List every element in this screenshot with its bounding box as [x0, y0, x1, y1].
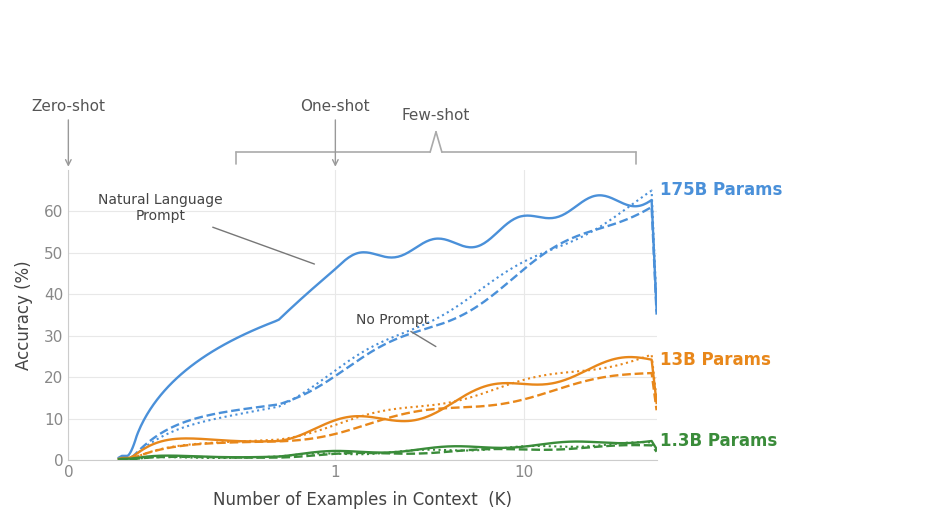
- Text: Zero-shot: Zero-shot: [31, 100, 105, 165]
- Text: 1.3B Params: 1.3B Params: [660, 432, 777, 450]
- Text: One-shot: One-shot: [300, 100, 370, 165]
- Text: Natural Language
Prompt: Natural Language Prompt: [99, 193, 314, 264]
- X-axis label: Number of Examples in Context  (K): Number of Examples in Context (K): [213, 491, 512, 509]
- Y-axis label: Accuracy (%): Accuracy (%): [15, 260, 33, 369]
- Text: Few-shot: Few-shot: [402, 108, 470, 123]
- Text: 13B Params: 13B Params: [660, 352, 770, 369]
- Text: No Prompt: No Prompt: [355, 313, 436, 346]
- Text: 175B Params: 175B Params: [660, 181, 782, 199]
